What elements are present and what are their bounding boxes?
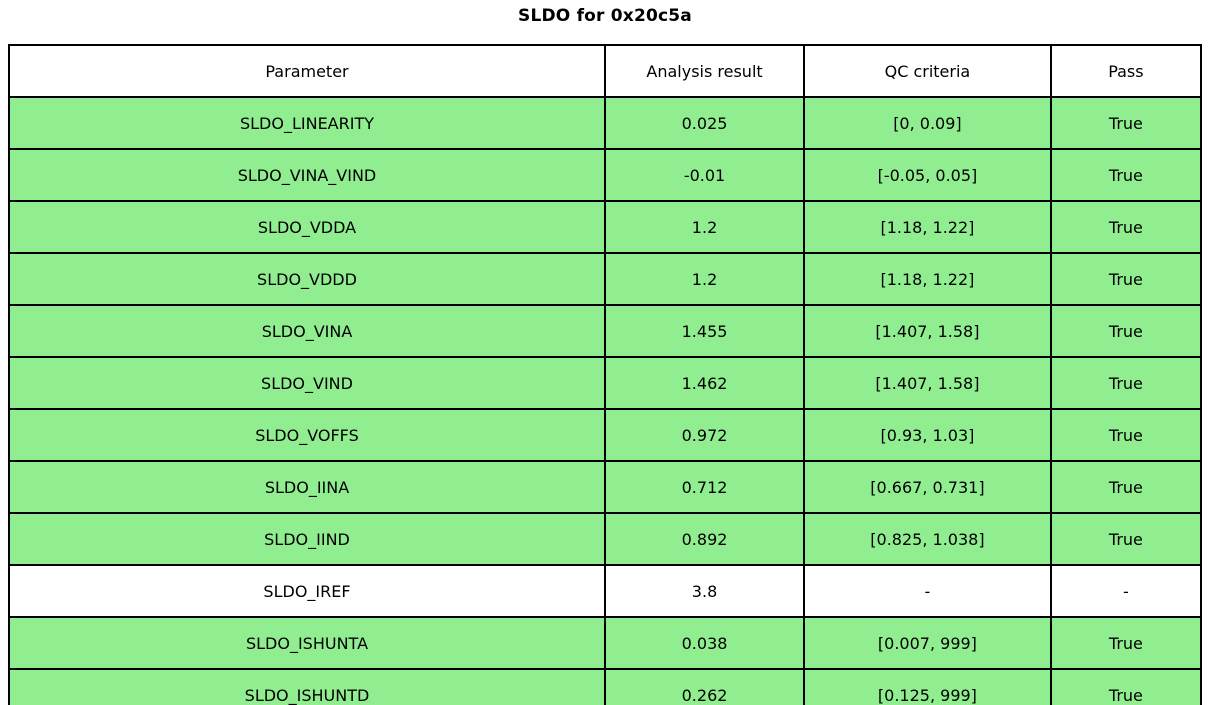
cell-parameter: SLDO_VIND <box>8 356 606 410</box>
cell-result: 1.2 <box>603 200 806 254</box>
cell-pass: True <box>1049 668 1203 705</box>
cell-criteria: [0.825, 1.038] <box>803 512 1052 566</box>
column-header-parameter: Parameter <box>8 44 606 98</box>
table-row: SLDO_VDDA 1.2 [1.18, 1.22] True <box>8 200 1203 254</box>
cell-pass: - <box>1049 564 1203 618</box>
table-row: SLDO_VDDD 1.2 [1.18, 1.22] True <box>8 252 1203 306</box>
cell-result: 0.038 <box>603 616 806 670</box>
cell-parameter: SLDO_IIND <box>8 512 606 566</box>
cell-result: 0.712 <box>603 460 806 514</box>
cell-parameter: SLDO_VINA_VIND <box>8 148 606 202</box>
cell-pass: True <box>1049 96 1203 150</box>
page-title: SLDO for 0x20c5a <box>518 6 692 26</box>
cell-pass: True <box>1049 200 1203 254</box>
table-row: SLDO_VINA 1.455 [1.407, 1.58] True <box>8 304 1203 358</box>
table-header: Parameter Analysis result QC criteria Pa… <box>8 44 1203 98</box>
cell-parameter: SLDO_ISHUNTA <box>8 616 606 670</box>
table-row: SLDO_IIND 0.892 [0.825, 1.038] True <box>8 512 1203 566</box>
cell-criteria: [-0.05, 0.05] <box>803 148 1052 202</box>
table-row: SLDO_IINA 0.712 [0.667, 0.731] True <box>8 460 1203 514</box>
cell-parameter: SLDO_IINA <box>8 460 606 514</box>
cell-result: 0.892 <box>603 512 806 566</box>
table-row: SLDO_LINEARITY 0.025 [0, 0.09] True <box>8 96 1203 150</box>
table-row: SLDO_ISHUNTA 0.038 [0.007, 999] True <box>8 616 1203 670</box>
column-header-analysis-result: Analysis result <box>603 44 806 98</box>
cell-pass: True <box>1049 512 1203 566</box>
cell-parameter: SLDO_ISHUNTD <box>8 668 606 705</box>
cell-result: 0.025 <box>603 96 806 150</box>
cell-parameter: SLDO_VDDD <box>8 252 606 306</box>
cell-parameter: SLDO_VINA <box>8 304 606 358</box>
cell-parameter: SLDO_VDDA <box>8 200 606 254</box>
cell-pass: True <box>1049 460 1203 514</box>
cell-result: 0.262 <box>603 668 806 705</box>
cell-parameter: SLDO_IREF <box>8 564 606 618</box>
table-row: SLDO_VIND 1.462 [1.407, 1.58] True <box>8 356 1203 410</box>
cell-result: 0.972 <box>603 408 806 462</box>
cell-criteria: [0.007, 999] <box>803 616 1052 670</box>
table-row: SLDO_ISHUNTD 0.262 [0.125, 999] True <box>8 668 1203 705</box>
cell-criteria: [0.93, 1.03] <box>803 408 1052 462</box>
column-header-pass: Pass <box>1049 44 1203 98</box>
cell-pass: True <box>1049 356 1203 410</box>
column-header-qc-criteria: QC criteria <box>803 44 1052 98</box>
cell-parameter: SLDO_LINEARITY <box>8 96 606 150</box>
cell-criteria: - <box>803 564 1052 618</box>
cell-criteria: [1.18, 1.22] <box>803 252 1052 306</box>
table-body: SLDO_LINEARITY 0.025 [0, 0.09] True SLDO_VIN… <box>8 96 1203 705</box>
cell-pass: True <box>1049 148 1203 202</box>
cell-pass: True <box>1049 252 1203 306</box>
table-row: SLDO_IREF 3.8- - <box>8 564 1203 618</box>
table-row: SLDO_VINA_VIND -0.01 [-0.05, 0.05] True <box>8 148 1203 202</box>
cell-parameter: SLDO_VOFFS <box>8 408 606 462</box>
cell-criteria: [0.667, 0.731] <box>803 460 1052 514</box>
cell-criteria: [0.125, 999] <box>803 668 1052 705</box>
cell-result: -0.01 <box>603 148 806 202</box>
cell-result: 1.462 <box>603 356 806 410</box>
table-row: SLDO_VOFFS 0.972 [0.93, 1.03] True <box>8 408 1203 462</box>
cell-pass: True <box>1049 304 1203 358</box>
cell-criteria: [1.407, 1.58] <box>803 356 1052 410</box>
qc-results-table: Parameter Analysis result QC criteria Pa… <box>8 44 1203 705</box>
cell-result: 1.2 <box>603 252 806 306</box>
cell-result: 1.455 <box>603 304 806 358</box>
cell-pass: True <box>1049 616 1203 670</box>
cell-result: 3.8 <box>603 564 806 618</box>
cell-criteria: [0, 0.09] <box>803 96 1052 150</box>
cell-criteria: [1.407, 1.58] <box>803 304 1052 358</box>
cell-criteria: [1.18, 1.22] <box>803 200 1052 254</box>
header-row: Parameter Analysis result QC criteria Pa… <box>8 44 1203 98</box>
cell-pass: True <box>1049 408 1203 462</box>
